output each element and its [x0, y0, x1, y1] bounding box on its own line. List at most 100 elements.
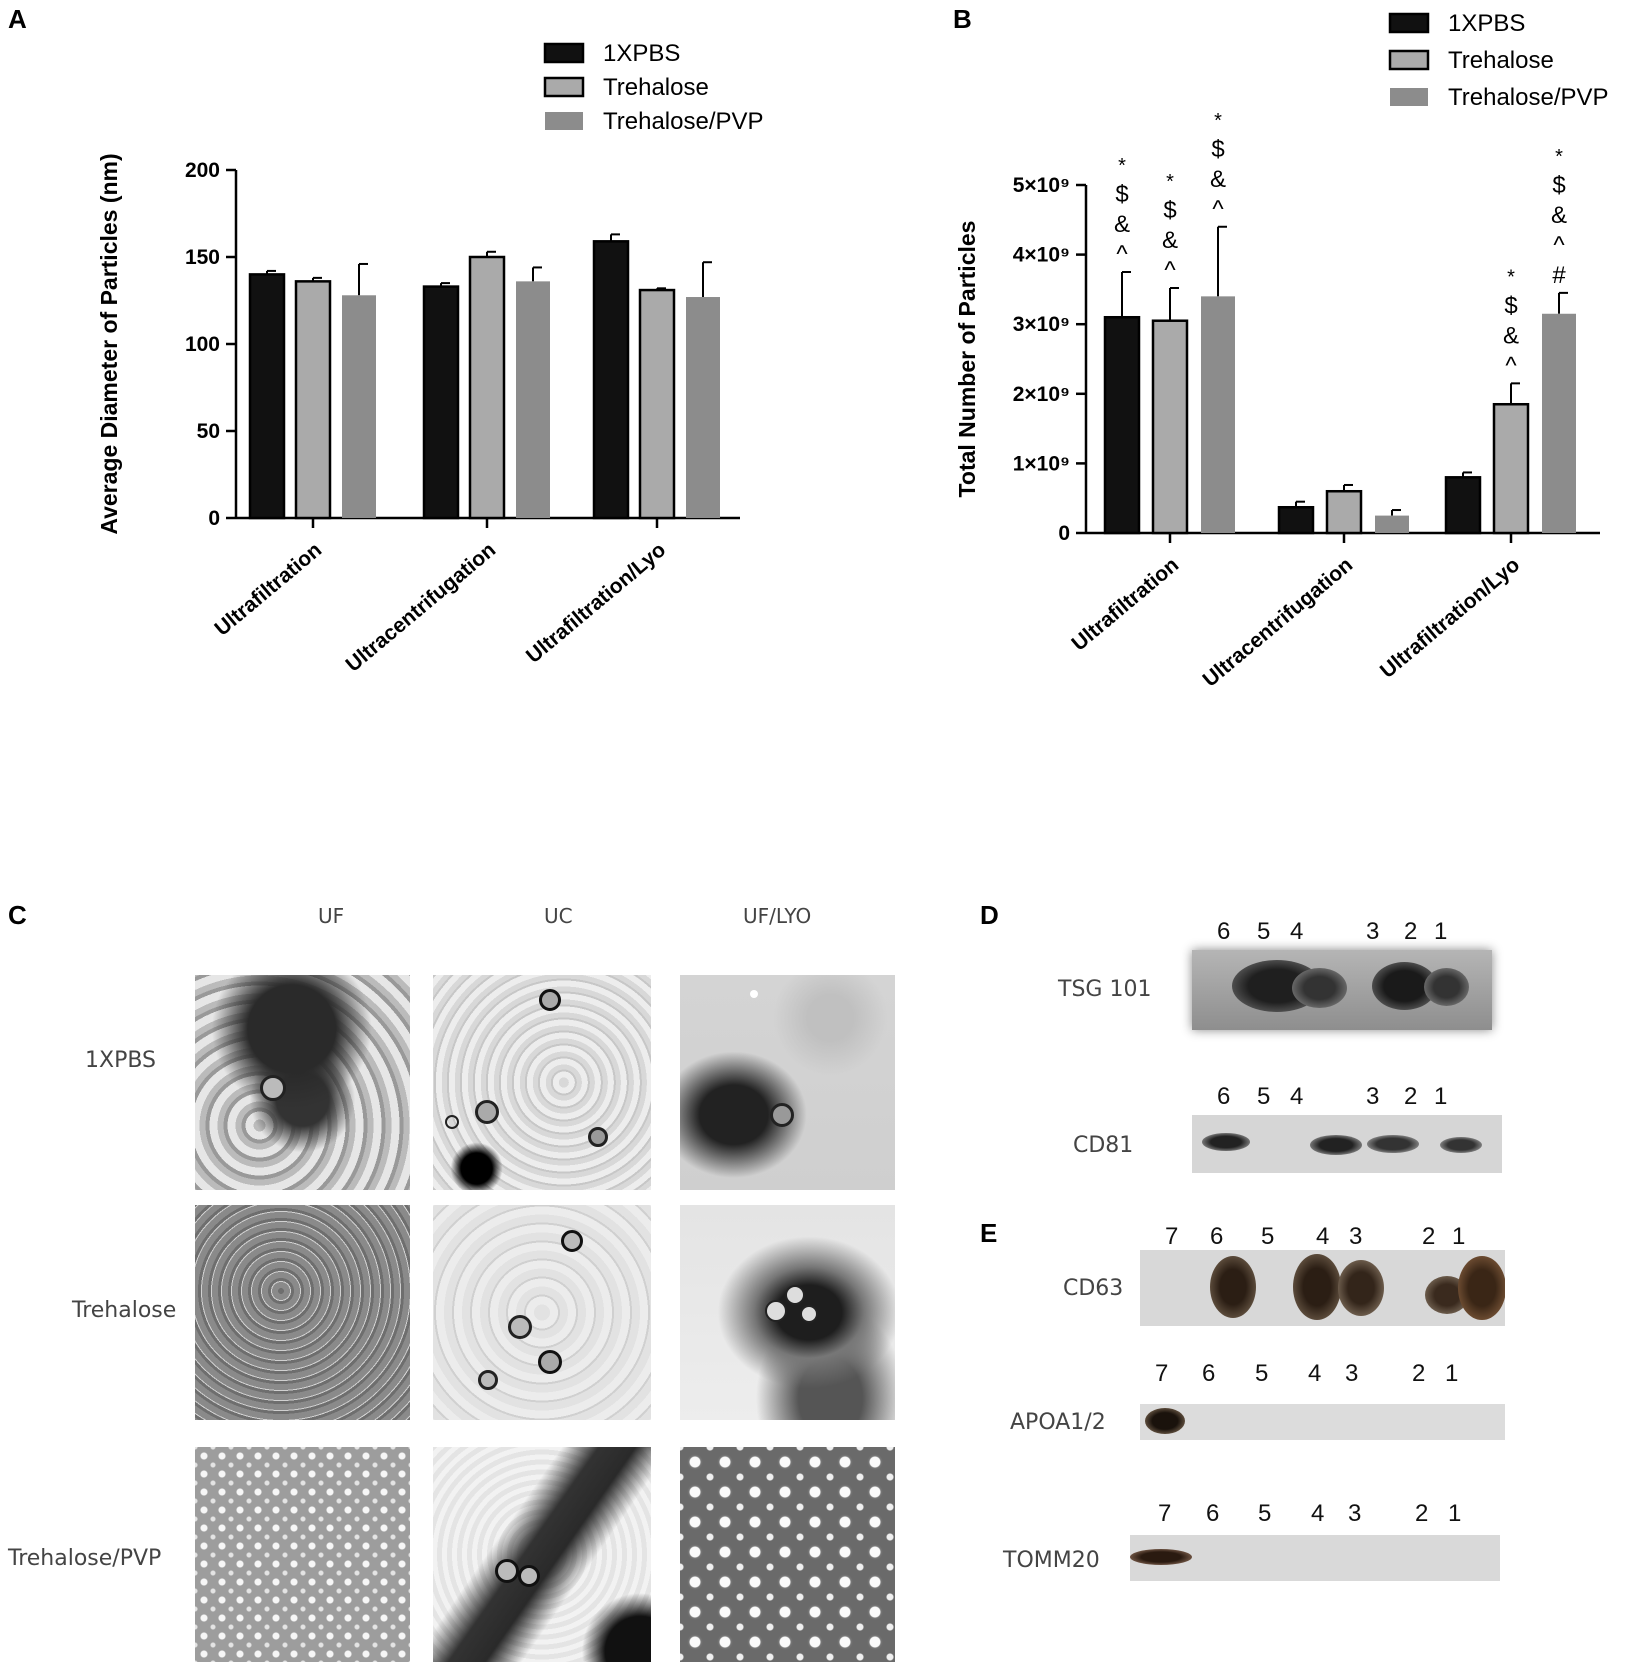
lane-label: 2 — [1422, 1223, 1436, 1250]
bar-trehalose-pvp — [1375, 515, 1409, 533]
lane-label: 5 — [1255, 1360, 1269, 1387]
significance-marker: $ — [1552, 172, 1565, 199]
tem-column-uc: UC — [544, 904, 573, 928]
bar-trehalose — [468, 255, 506, 520]
x-tick-label: Ultrafiltration/Lyo — [1376, 553, 1524, 683]
significance-marker: * — [1507, 266, 1515, 288]
blot-strip-tsg101 — [1192, 950, 1492, 1030]
lane-label: 4 — [1316, 1223, 1330, 1250]
bar-trehalose-pvp — [1201, 296, 1235, 533]
blot-label-cd81: CD81 — [1073, 1133, 1134, 1158]
tem-image-uc-trehalose-pvp — [433, 1447, 651, 1662]
panel-label-c: C — [8, 900, 27, 930]
y-tick-label: 4×10⁹ — [1013, 244, 1070, 267]
significance-marker: $ — [1115, 181, 1128, 208]
panel-label-a: A — [8, 4, 27, 34]
significance-marker: $ — [1163, 197, 1176, 224]
lane-label: 4 — [1308, 1360, 1322, 1387]
significance-marker: ^ — [1505, 352, 1517, 379]
lane-label: 3 — [1348, 1500, 1362, 1527]
x-tick-label: Ultrafiltration/Lyo — [522, 538, 670, 668]
y-tick-label: 3×10⁹ — [1013, 313, 1070, 336]
legend-swatch — [1388, 49, 1430, 71]
tem-column-uf: UF — [318, 904, 345, 928]
bar-1xpbs — [1103, 315, 1141, 535]
blot-label-tomm20: TOMM20 — [1003, 1548, 1100, 1573]
tem-image-uf-trehalose-pvp — [195, 1447, 410, 1662]
lane-label: 4 — [1311, 1500, 1325, 1527]
y-tick-label: 150 — [185, 246, 220, 269]
significance-marker: & — [1162, 227, 1178, 254]
lane-label: 2 — [1404, 1083, 1418, 1110]
lane-label: 3 — [1349, 1223, 1363, 1250]
bar-trehalose — [1151, 319, 1189, 535]
significance-marker: & — [1551, 202, 1567, 229]
lane-label: 7 — [1165, 1223, 1179, 1250]
y-tick-label: 100 — [185, 333, 220, 356]
legend-swatch — [1388, 12, 1430, 34]
significance-marker: & — [1210, 166, 1226, 193]
tem-column-uf-lyo: UF/LYO — [743, 904, 812, 928]
legend-label: Trehalose — [603, 74, 709, 101]
bar-trehalose-pvp — [516, 281, 550, 518]
tem-row-trehalose: Trehalose — [72, 1298, 177, 1323]
significance-marker: * — [1166, 171, 1174, 193]
legend-label: Trehalose — [1448, 47, 1554, 74]
significance-marker: * — [1118, 155, 1126, 177]
blot-strip-apoa — [1140, 1404, 1505, 1440]
y-tick-label: 200 — [185, 159, 220, 182]
tem-image-uc-trehalose — [433, 1205, 651, 1420]
chart-a-average-diameter: 0 50 100 150 200 Average Diameter of Particle… — [96, 40, 764, 677]
bar-1xpbs — [248, 273, 286, 520]
blot-strip-tomm20 — [1130, 1535, 1500, 1581]
tem-image-uflyo-1xpbs — [680, 975, 895, 1190]
significance-marker: & — [1503, 322, 1519, 349]
lane-label: 1 — [1434, 918, 1448, 945]
legend-label: 1XPBS — [603, 40, 680, 67]
lane-label: 6 — [1206, 1500, 1220, 1527]
panel-label-b: B — [953, 4, 972, 34]
tem-image-uc-1xpbs — [433, 975, 651, 1190]
lane-label: 1 — [1445, 1360, 1459, 1387]
tem-image-uf-1xpbs — [195, 975, 410, 1190]
y-tick-label: 0 — [208, 507, 220, 530]
blot-label-apoa: APOA1/2 — [1010, 1410, 1106, 1435]
bar-trehalose-pvp — [1542, 313, 1576, 533]
legend-label: 1XPBS — [1448, 10, 1525, 37]
tem-image-uflyo-trehalose — [680, 1205, 895, 1420]
legend-swatch — [1390, 88, 1428, 106]
significance-marker: # — [1552, 262, 1566, 289]
lane-label: 1 — [1452, 1223, 1466, 1250]
lane-label: 1 — [1448, 1500, 1462, 1527]
lane-label: 2 — [1412, 1360, 1426, 1387]
lane-label: 6 — [1210, 1223, 1224, 1250]
legend-label: Trehalose/PVP — [1448, 84, 1609, 111]
blot-label-cd63: CD63 — [1063, 1276, 1124, 1301]
lane-label: 3 — [1366, 1083, 1380, 1110]
y-tick-label: 50 — [197, 420, 220, 443]
bar-trehalose — [294, 280, 332, 520]
blot-strip-cd81 — [1192, 1115, 1502, 1173]
bar-1xpbs — [1277, 505, 1315, 535]
lane-label: 5 — [1257, 1083, 1271, 1110]
chart-b-total-particles: 0 1×10⁹ 2×10⁹ 3×10⁹ 4×10⁹ 5×10⁹ Total Number o… — [954, 10, 1609, 692]
blot-label-tsg101: TSG 101 — [1058, 977, 1152, 1002]
y-tick-label: 1×10⁹ — [1013, 452, 1070, 475]
lane-label: 5 — [1261, 1223, 1275, 1250]
bar-trehalose-pvp — [686, 297, 720, 518]
lane-label: 6 — [1202, 1360, 1216, 1387]
significance-marker: ^ — [1164, 257, 1176, 284]
lane-label: 7 — [1155, 1360, 1169, 1387]
y-tick-label: 5×10⁹ — [1013, 174, 1070, 197]
significance-marker: & — [1114, 211, 1130, 238]
lane-label: 4 — [1290, 918, 1304, 945]
bar-trehalose — [638, 288, 676, 520]
legend-label: Trehalose/PVP — [603, 108, 764, 135]
significance-marker: $ — [1211, 136, 1224, 163]
bar-trehalose — [1492, 402, 1530, 535]
tem-row-trehalose-pvp: Trehalose/PVP — [8, 1546, 162, 1571]
x-tick-label: Ultracentrifugation — [1199, 553, 1358, 691]
tem-image-uf-trehalose — [195, 1205, 410, 1420]
bar-1xpbs — [592, 240, 630, 520]
lane-label: 1 — [1434, 1083, 1448, 1110]
